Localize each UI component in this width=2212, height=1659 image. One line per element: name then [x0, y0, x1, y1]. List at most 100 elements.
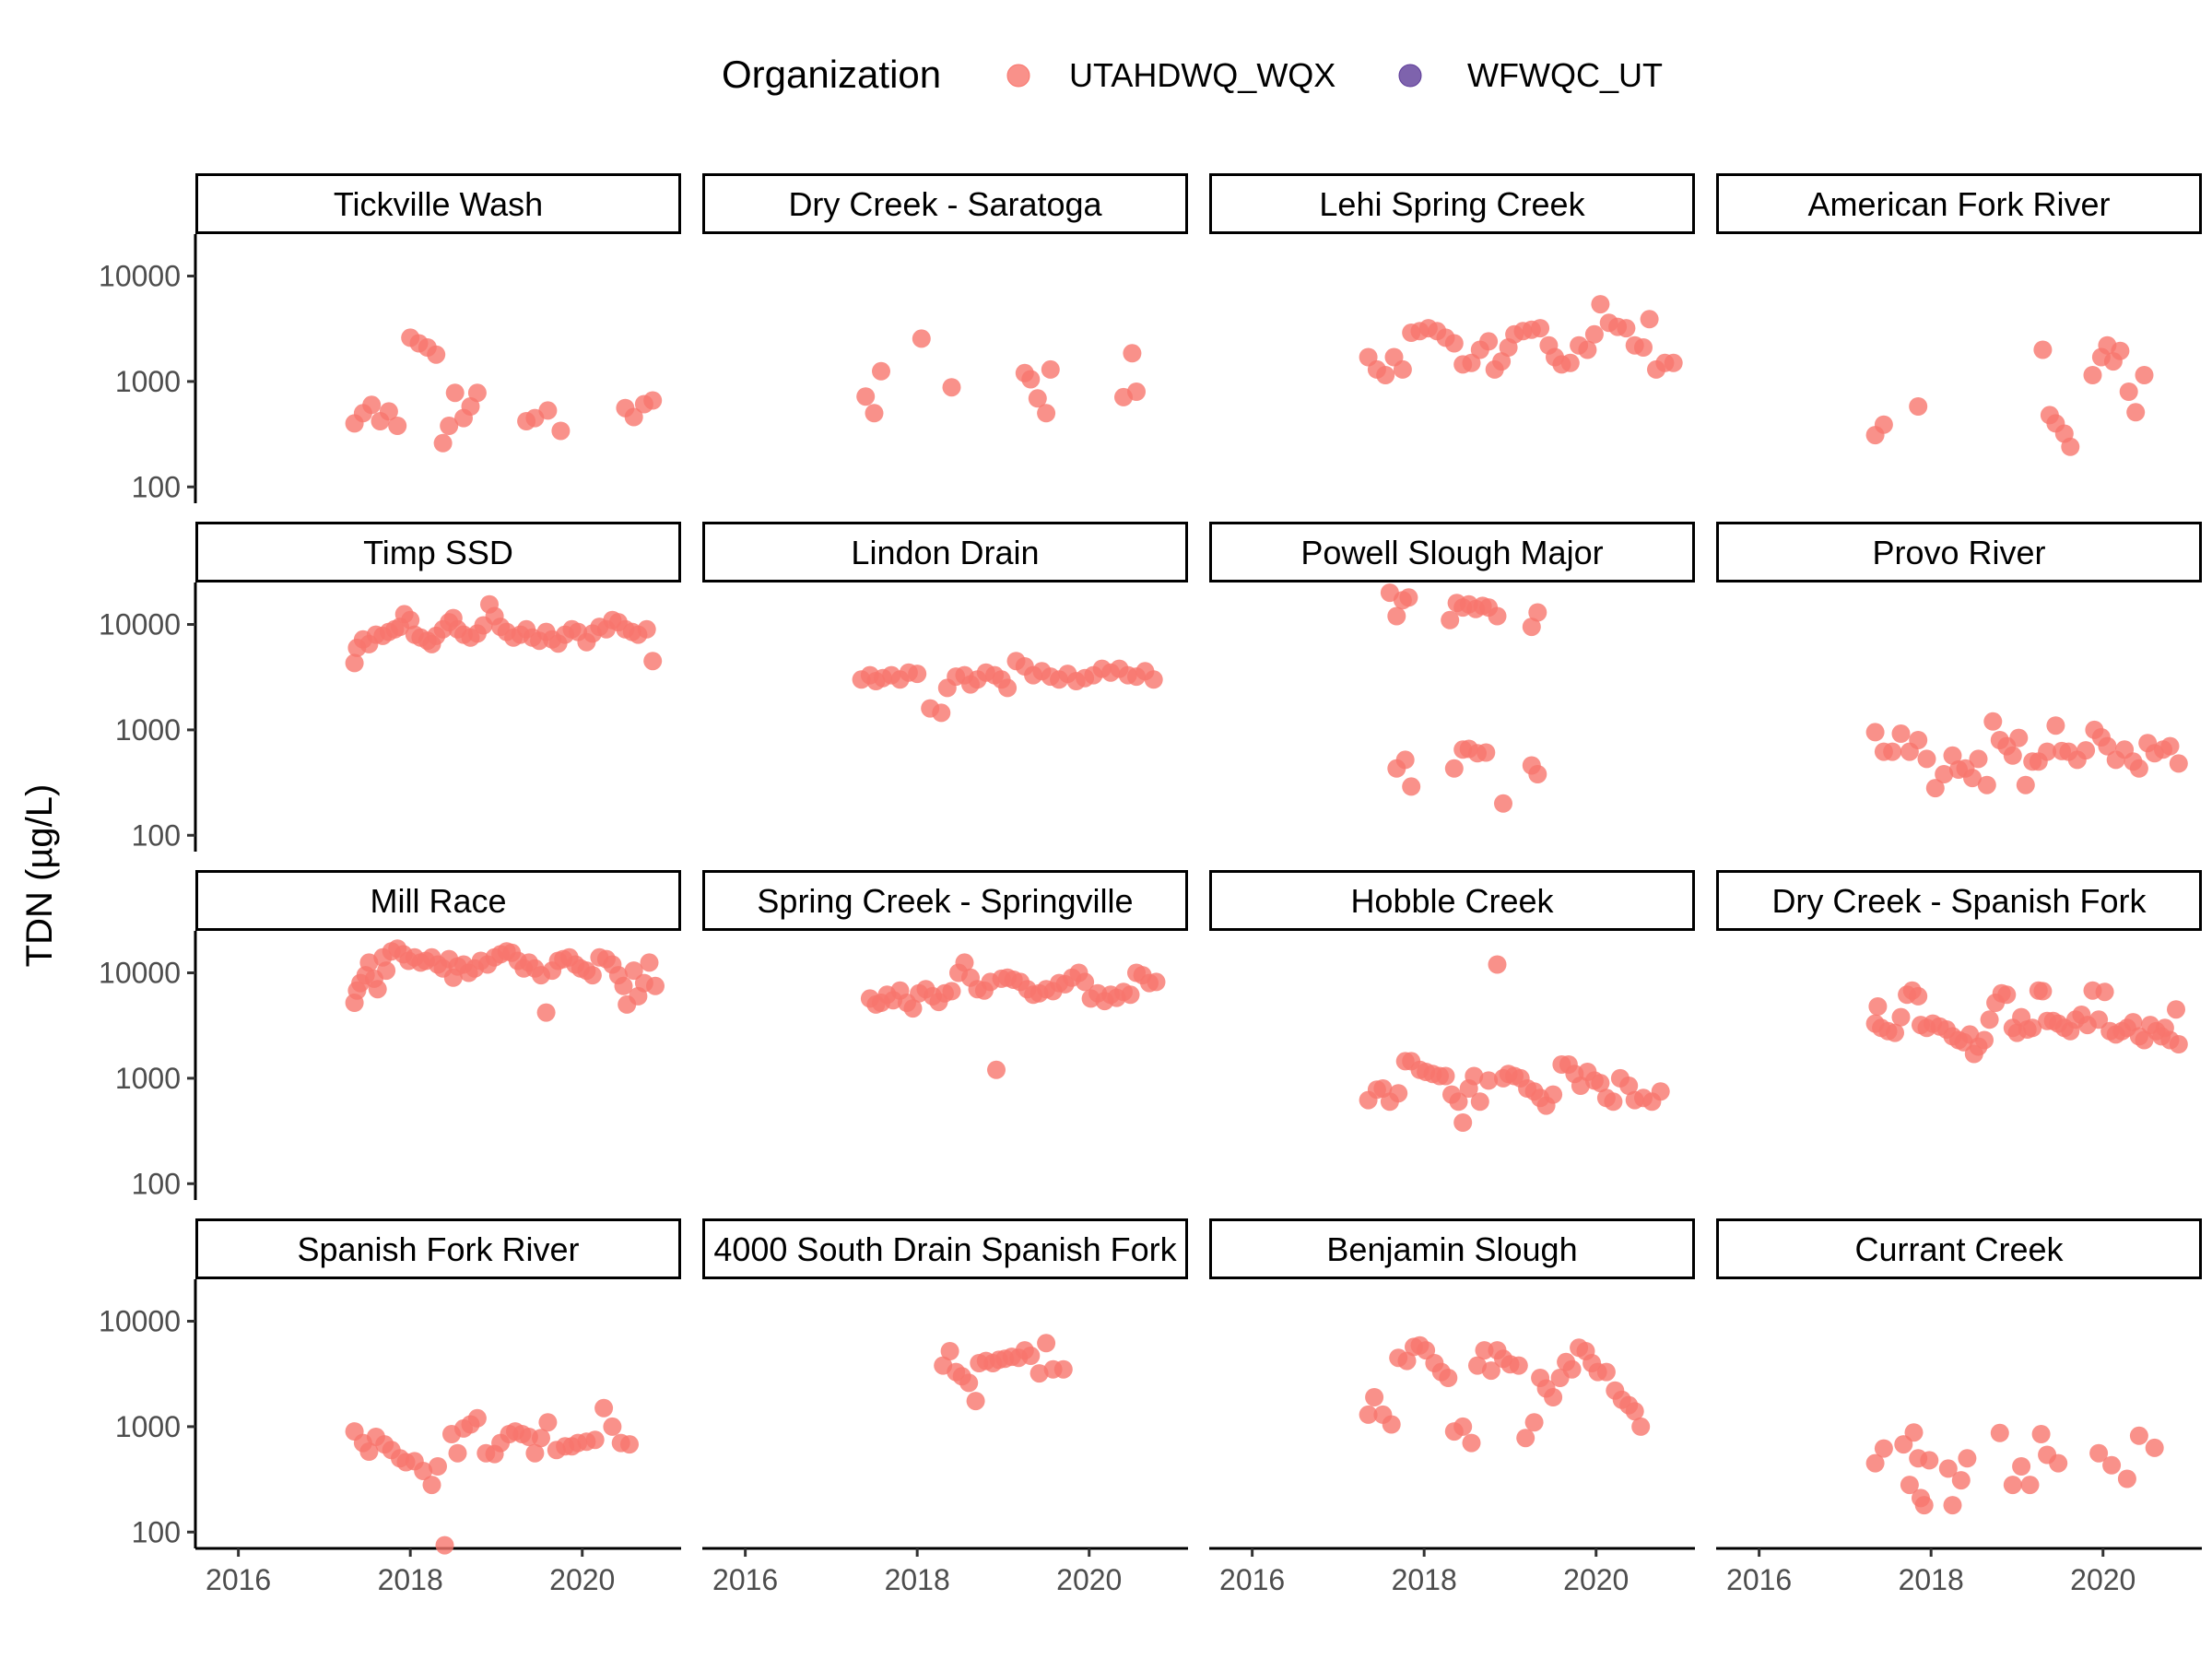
data-point — [1465, 1066, 1484, 1086]
legend-swatch-utahdwq — [1006, 64, 1030, 88]
data-point — [1462, 1433, 1481, 1453]
data-point — [1651, 1082, 1670, 1101]
data-point — [2169, 1035, 2188, 1053]
data-point — [1444, 759, 1464, 778]
data-point — [1544, 1085, 1563, 1104]
strip-box — [1209, 173, 1695, 234]
data-point — [1395, 750, 1415, 770]
data-point — [582, 966, 602, 985]
data-point — [603, 1417, 622, 1436]
data-point — [1925, 779, 1945, 798]
data-point — [2020, 1476, 2040, 1495]
data-point — [1977, 775, 1996, 794]
panel-spring-creek-springville: Spring Creek - Springville — [702, 870, 1188, 1079]
data-point — [1562, 1359, 1582, 1379]
y-tick-label: 1000 — [115, 1410, 181, 1443]
panel-4000-south-drain-spanish-fork: 4000 South Drain Spanish Fork 2016 2018 202… — [702, 1218, 1188, 1596]
data-point — [2033, 340, 2053, 359]
strip-label: Currant Creek — [1854, 1230, 2064, 1268]
x-tick-label: 2020 — [2070, 1563, 2136, 1596]
data-point — [1393, 359, 1412, 379]
data-point — [1604, 1092, 1623, 1112]
data-point — [2012, 1457, 2031, 1476]
data-point — [1475, 1341, 1494, 1360]
y-tick-label: 10000 — [99, 957, 181, 990]
strip-label: 4000 South Drain Spanish Fork — [713, 1230, 1177, 1268]
strip-label: Spring Creek - Springville — [757, 882, 1133, 920]
data-point — [2124, 1013, 2143, 1032]
data-point — [1477, 743, 1496, 762]
y-tick-label: 100 — [132, 1515, 181, 1548]
data-point — [1914, 1496, 1934, 1515]
data-point — [1479, 1071, 1499, 1090]
panel-lehi-spring-creek: Lehi Spring Creek — [1209, 173, 1695, 384]
data-point — [359, 1442, 379, 1461]
legend-label-utahdwq: UTAHDWQ_WQX — [1069, 56, 1335, 94]
data-point — [1492, 352, 1512, 371]
y-tick-label: 100 — [132, 818, 181, 852]
data-point — [2095, 982, 2114, 1002]
data-point — [2049, 1453, 2068, 1473]
data-point — [912, 329, 931, 348]
data-point — [1868, 997, 1888, 1016]
data-point — [538, 1413, 558, 1432]
x-tick-label: 2020 — [1056, 1563, 1122, 1596]
data-point — [1121, 985, 1140, 1005]
data-point — [942, 378, 961, 397]
data-point — [2119, 382, 2138, 401]
x-tick-label: 2016 — [1726, 1563, 1792, 1596]
data-point — [1147, 972, 1166, 992]
data-point — [903, 999, 923, 1018]
data-point — [1963, 769, 1982, 788]
strip-box — [702, 870, 1188, 931]
x-tick-label: 2016 — [1219, 1563, 1285, 1596]
data-point — [1584, 324, 1604, 344]
data-point — [1144, 670, 1163, 689]
strip-label: Hobble Creek — [1350, 882, 1554, 920]
data-point — [2117, 1469, 2136, 1488]
data-point — [2111, 341, 2130, 360]
strip-box — [1716, 1218, 2202, 1279]
y-tick-label: 10000 — [99, 608, 181, 641]
data-point — [2033, 982, 2053, 1001]
data-point — [551, 421, 571, 441]
data-point — [2031, 1425, 2051, 1443]
data-point — [1591, 1074, 1610, 1093]
data-point — [1909, 731, 1928, 749]
data-point — [2023, 1018, 2042, 1038]
x-tick-label: 2020 — [1563, 1563, 1629, 1596]
legend-swatch-wfwqc — [1398, 64, 1422, 88]
strip-box — [1716, 522, 2202, 582]
x-tick-label: 2018 — [1899, 1563, 1964, 1596]
data-point — [1883, 742, 1902, 761]
data-point — [1591, 295, 1610, 314]
data-point — [908, 665, 927, 684]
data-point — [643, 652, 663, 671]
legend: Organization UTAHDWQ_WQX WFWQC_UT — [722, 53, 1663, 96]
data-point — [1376, 366, 1395, 384]
data-point — [856, 387, 876, 406]
panel-lindon-drain: Lindon Drain — [702, 522, 1188, 723]
legend-title: Organization — [722, 53, 941, 96]
data-point — [2135, 366, 2154, 384]
strip-box — [1716, 870, 2202, 931]
strip-box — [195, 522, 681, 582]
data-point — [942, 982, 961, 1001]
data-point — [2089, 1010, 2109, 1030]
data-point — [2098, 736, 2117, 756]
data-point — [1544, 1388, 1563, 1406]
data-point — [1481, 1361, 1500, 1381]
data-point — [538, 401, 558, 420]
data-point — [640, 953, 659, 972]
data-point — [1528, 603, 1547, 622]
data-point — [614, 976, 633, 995]
panel-timp-ssd: Timp SSD 100 1000 10000 — [99, 522, 681, 852]
data-point — [1920, 1451, 1939, 1470]
data-point — [377, 961, 396, 981]
y-tick-label: 10000 — [99, 1305, 181, 1338]
data-point — [1990, 1423, 2009, 1442]
data-point — [1619, 1077, 1639, 1095]
data-point — [1874, 415, 1893, 434]
y-tick-label: 10000 — [99, 260, 181, 293]
data-point — [1891, 724, 1911, 743]
